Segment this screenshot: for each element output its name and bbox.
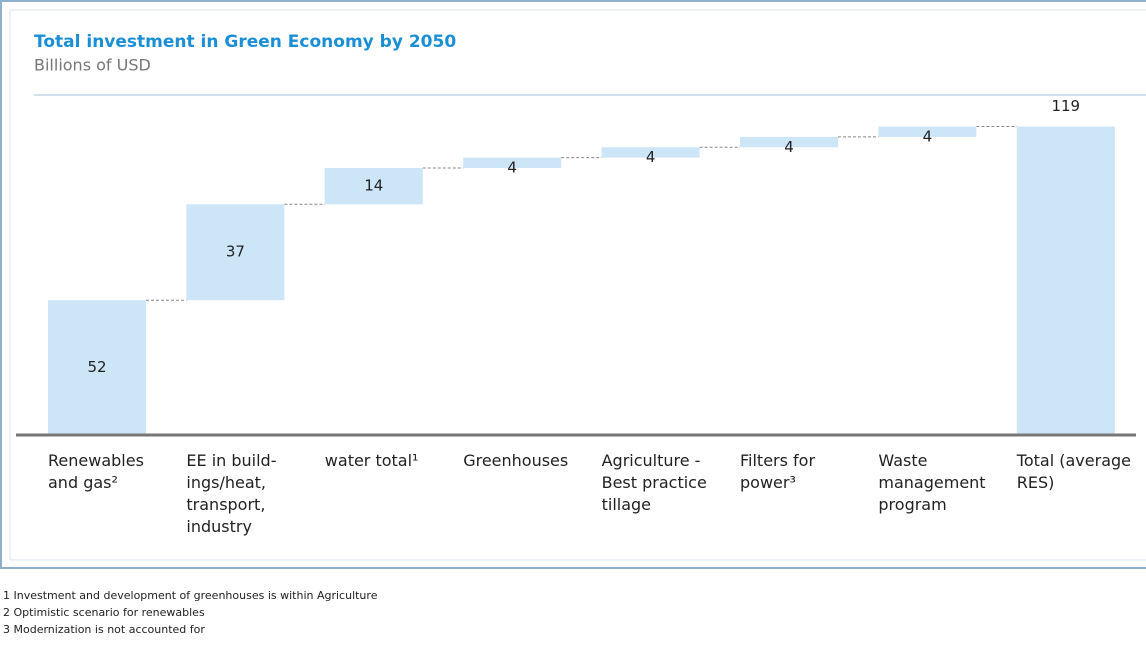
chart-subtitle: Billions of USD xyxy=(34,56,151,75)
footnote: 2 Optimistic scenario for renewables xyxy=(3,606,205,619)
value-label: 4 xyxy=(646,148,656,166)
value-label: 4 xyxy=(923,127,933,145)
x-tick-label: Total (average RES) xyxy=(1016,451,1131,492)
bar xyxy=(324,167,423,205)
value-label: 14 xyxy=(364,177,383,195)
footnote: 3 Modernization is not accounted for xyxy=(3,623,205,636)
bar xyxy=(1016,126,1115,435)
value-label: 52 xyxy=(87,358,106,376)
chart-title: Total investment in Green Economy by 205… xyxy=(34,32,456,52)
x-tick-label: Greenhouses xyxy=(463,451,569,470)
x-tick-label: Renewables and gas² xyxy=(48,451,144,492)
frame xyxy=(0,0,1146,569)
bar xyxy=(601,147,700,158)
x-tick-label: EE in build-ings/heat, transport, indust… xyxy=(186,451,277,536)
value-label: 4 xyxy=(507,158,517,176)
bar xyxy=(186,204,285,301)
x-tick-label: Filters for power³ xyxy=(740,451,816,492)
value-label: 37 xyxy=(226,243,245,261)
bar xyxy=(48,300,146,435)
bar xyxy=(878,126,977,137)
bar xyxy=(463,157,562,168)
bar xyxy=(740,136,838,148)
value-label: 119 xyxy=(1051,97,1080,115)
x-tick-label: Waste management program xyxy=(878,451,986,514)
footnote: 1 Investment and development of greenhou… xyxy=(3,589,378,602)
x-tick-label: water total¹ xyxy=(324,451,419,470)
x-tick-label: Agriculture - Best practice tillage xyxy=(601,451,707,514)
value-label: 4 xyxy=(784,138,794,156)
